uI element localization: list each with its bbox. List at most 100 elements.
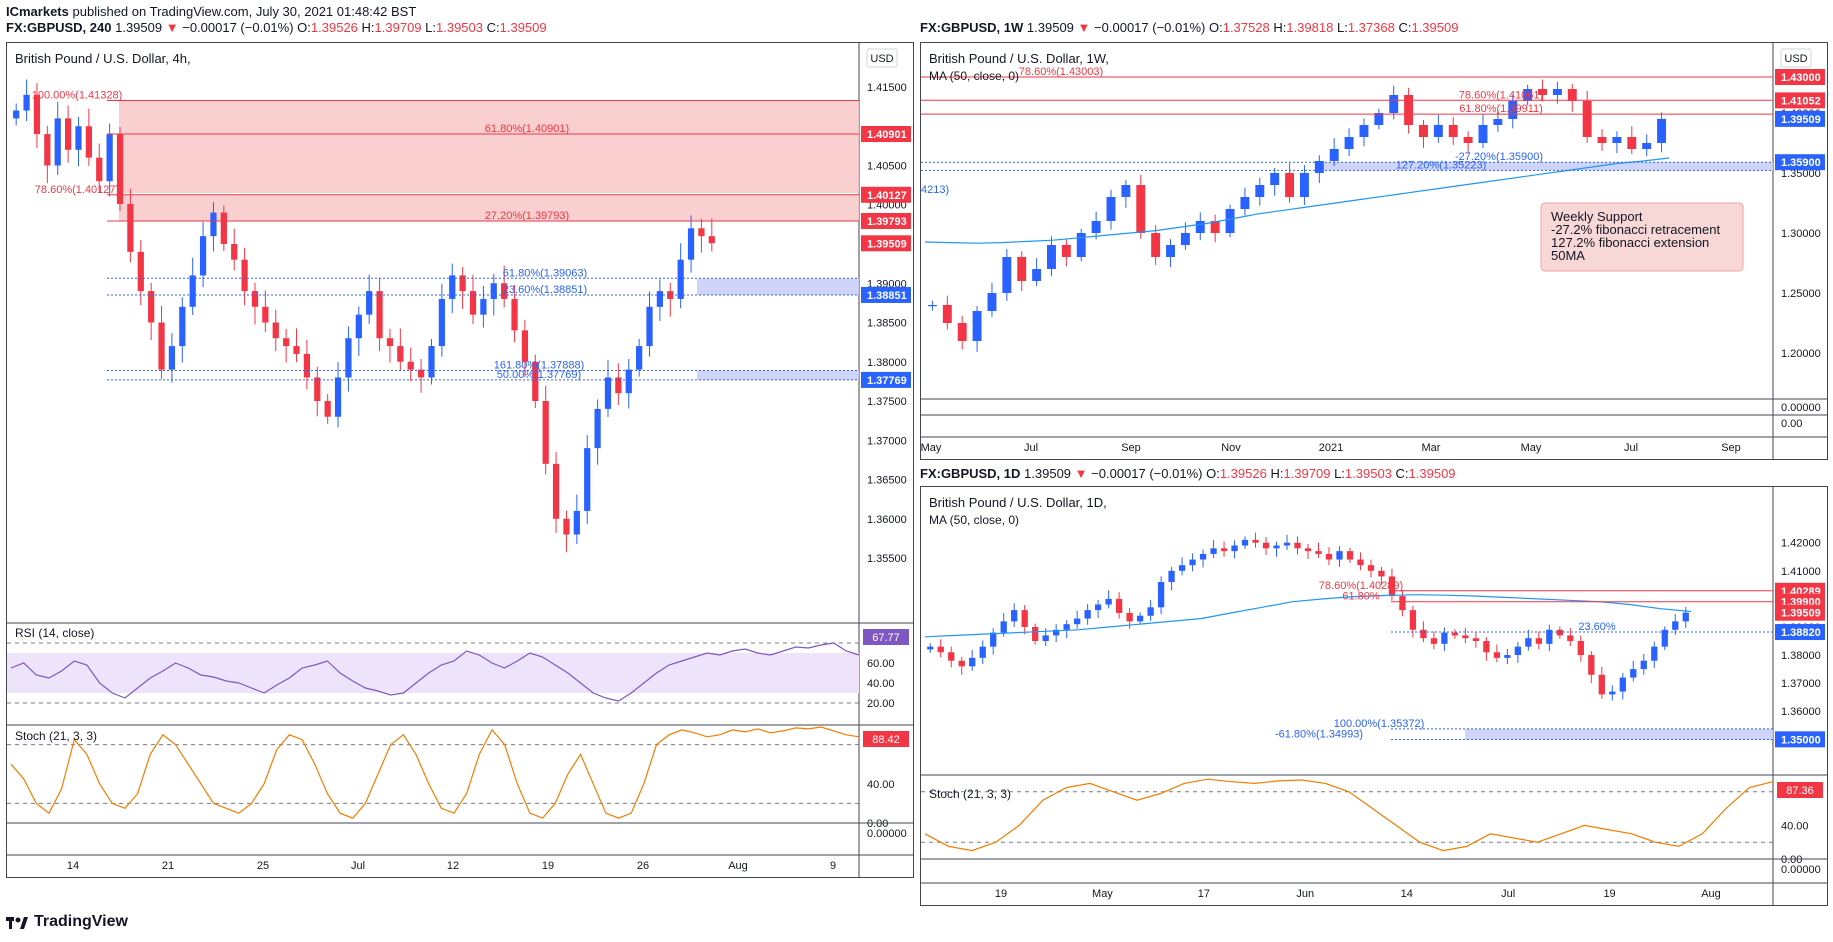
candle-body — [1374, 113, 1384, 125]
d1-open: 1.39526 — [1219, 466, 1267, 481]
price-tag — [861, 126, 911, 143]
d1-chart-pane[interactable]: 78.60%(1.40289) 61.80% 23.60% 100.00%(1.353… — [920, 486, 1828, 906]
time-tick: 25 — [257, 860, 269, 872]
fib-level-label: 27.20%(1.39793) — [485, 210, 569, 222]
candle-body — [1538, 89, 1547, 95]
rsi-value: 67.77 — [872, 632, 900, 644]
d1-stoch-value-tag — [1777, 782, 1823, 798]
candle-body — [1462, 635, 1469, 639]
time-tick: Jul — [1624, 442, 1638, 454]
candle-body — [293, 346, 300, 354]
time-tick: 19 — [995, 888, 1007, 900]
d1-chart-svg[interactable]: 78.60%(1.40289)61.80% 23.60% 100.00%(1.353… — [921, 487, 1827, 905]
candle-body — [1640, 660, 1647, 670]
bottom-tick: 0.00000 — [867, 828, 907, 840]
price-tag — [861, 371, 911, 388]
osc-tick: 40.00 — [867, 678, 895, 690]
price-tick: 1.38500 — [867, 318, 907, 330]
price-tag-label: 1.37769 — [867, 375, 907, 387]
time-tick: Jul — [1501, 888, 1515, 900]
time-tick: 19 — [1603, 888, 1615, 900]
candle-body — [542, 401, 549, 464]
candle-body — [407, 361, 414, 370]
w1-symbol[interactable]: FX:GBPUSD, 1W — [920, 20, 1024, 35]
candle-body — [1525, 638, 1532, 647]
candle-body — [501, 283, 508, 299]
candle-body — [1091, 221, 1101, 233]
fib-level-label: 161.80%(1.37888) — [494, 360, 585, 372]
candle-body — [958, 660, 965, 667]
h4-chart-svg[interactable]: 100.00%(1.41328) 61.80%(1.40901) 78.60%(1.… — [7, 43, 913, 877]
candle-body — [1523, 89, 1533, 101]
publisher-name[interactable]: ICmarkets — [6, 4, 69, 19]
candle-body — [677, 259, 684, 299]
fib-zone — [697, 278, 859, 296]
candle-body — [272, 322, 279, 339]
h4-chart-title: British Pound / U.S. Dollar, 4h, — [15, 51, 191, 66]
candle-body — [1420, 629, 1427, 639]
candle-body — [54, 118, 61, 166]
candle-body — [231, 244, 238, 260]
candle-body — [1433, 125, 1443, 137]
candle-body — [1084, 610, 1091, 619]
candle-body — [220, 212, 227, 245]
price-tick: 1.37500 — [867, 396, 907, 408]
w1-currency: USD — [1784, 53, 1807, 65]
h4-stoch-value: 88.42 — [872, 734, 900, 746]
candle-body — [1612, 137, 1622, 143]
weekly-support-note[interactable]: Weekly Support -27.2% fibonacci retracem… — [1540, 202, 1744, 272]
candle-body — [1053, 629, 1060, 636]
candle-body — [210, 212, 217, 237]
candle-body — [1315, 551, 1322, 554]
footer-brand[interactable]: TradingView — [6, 913, 128, 931]
w1-currency-box[interactable] — [1780, 48, 1812, 68]
candle-body — [106, 134, 113, 182]
low-label: L: — [1334, 466, 1345, 481]
fib-level-label: 78.60%(1.40127) — [35, 184, 119, 196]
d1-chart-title: British Pound / U.S. Dollar, 1D, — [929, 495, 1107, 510]
candle-body — [1168, 570, 1175, 583]
candle-body — [179, 306, 186, 347]
candle-body — [1241, 539, 1249, 546]
candle-body — [1448, 125, 1458, 137]
d1-symbol[interactable]: FX:GBPUSD, 1D — [920, 466, 1021, 481]
bottom-tick: 0.00000 — [1781, 864, 1821, 876]
candle-body — [615, 377, 622, 394]
candle-body — [1419, 125, 1428, 137]
price-tag-label: 1.43000 — [1781, 72, 1821, 84]
h4-symbol[interactable]: FX:GBPUSD, 240 — [6, 20, 112, 35]
candle-body — [1061, 245, 1071, 257]
note-line-4: 50MA — [1551, 248, 1585, 263]
candle-body — [1210, 221, 1220, 233]
down-arrow-icon: ▼ — [1074, 466, 1088, 481]
h4-currency: USD — [870, 53, 893, 65]
time-tick: Aug — [728, 860, 748, 872]
fib-level-label: 23.60%(1.38851) — [503, 284, 587, 296]
osc-tick: 0.00 — [1781, 854, 1802, 866]
candle-body — [189, 275, 196, 307]
price-tick: 1.41000 — [1781, 566, 1821, 578]
candle-body — [563, 518, 570, 535]
fib-level-label: 127.20%(1.35223) — [1396, 159, 1487, 171]
fib-zone — [1321, 162, 1773, 171]
candle-body — [1273, 545, 1280, 549]
candle-body — [490, 283, 497, 299]
candle-body — [948, 652, 955, 661]
h4-chart-pane[interactable]: 100.00%(1.41328) 61.80%(1.40901) 78.60%(1.… — [6, 42, 914, 878]
w1-chart-pane[interactable]: 78.60%(1.43003) 78.60%(1.41061) 61.80%(1.3… — [920, 42, 1828, 460]
fib-level-label: 61.80%(1.39063) — [503, 267, 587, 279]
price-tick: 1.37000 — [1781, 678, 1821, 690]
price-tag — [1775, 731, 1825, 748]
h4-currency-box[interactable] — [866, 48, 898, 68]
h4-stoch-label: Stoch (21, 3, 3) — [15, 729, 97, 743]
h4-low: 1.39503 — [436, 20, 483, 35]
down-arrow-icon: ▼ — [165, 20, 179, 35]
w1-open: 1.37528 — [1222, 20, 1270, 35]
d1-low: 1.39503 — [1344, 466, 1392, 481]
osc-line — [10, 642, 860, 702]
candle-body — [1094, 604, 1102, 611]
candle-body — [1032, 269, 1042, 281]
candle-body — [521, 330, 529, 362]
candle-body — [1011, 610, 1018, 622]
w1-chart-svg[interactable]: 78.60%(1.43003) 78.60%(1.41061) 61.80%(1.3… — [921, 43, 1827, 459]
